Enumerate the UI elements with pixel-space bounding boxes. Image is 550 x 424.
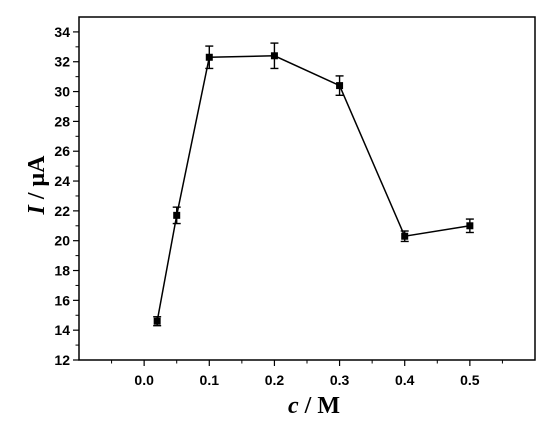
y-tick-label: 26: [54, 143, 70, 159]
y-axis-unit: / μA: [24, 155, 50, 205]
y-tick-label: 20: [54, 233, 70, 249]
data-series: [153, 42, 474, 327]
data-point-marker: [153, 317, 161, 325]
data-point-marker: [270, 52, 278, 60]
ticks: [73, 31, 503, 366]
y-tick-label: 12: [54, 352, 70, 368]
x-tick-label: 0.1: [200, 372, 220, 388]
y-tick-label: 34: [54, 24, 70, 40]
y-tick-label: 22: [54, 203, 70, 219]
x-tick-label: 0.3: [330, 372, 350, 388]
x-tick-label: 0.2: [265, 372, 285, 388]
data-point-marker: [336, 82, 344, 90]
y-tick-label: 30: [54, 84, 70, 100]
axes: [78, 16, 536, 361]
x-tick-label: 0.0: [134, 372, 154, 388]
tick-labels: 0.0 0.1 0.2 0.3 0.4 0.5 12 14 16 18 20 22 24 26 28 30 32…: [54, 24, 479, 388]
y-tick-label: 28: [54, 113, 70, 129]
y-tick-label: 18: [54, 263, 70, 279]
x-tick-label: 0.4: [395, 372, 415, 388]
y-tick-label: 16: [54, 292, 70, 308]
data-point-marker: [173, 211, 181, 219]
data-point-marker: [401, 232, 409, 240]
plot-frame: [78, 16, 536, 361]
series-line: [156, 55, 470, 322]
y-tick-label: 32: [54, 54, 70, 70]
x-tick-label: 0.5: [460, 372, 480, 388]
y-axis-variable: I: [24, 203, 50, 215]
y-axis-title: I / μA: [24, 155, 50, 216]
y-tick-label: 24: [54, 173, 70, 189]
y-tick-label: 14: [54, 322, 70, 338]
x-axis-unit: / M: [299, 393, 340, 419]
x-axis-title: c / M: [288, 393, 340, 419]
data-point-marker: [466, 222, 474, 230]
data-point-marker: [205, 53, 213, 61]
x-axis-variable: c: [288, 393, 299, 419]
